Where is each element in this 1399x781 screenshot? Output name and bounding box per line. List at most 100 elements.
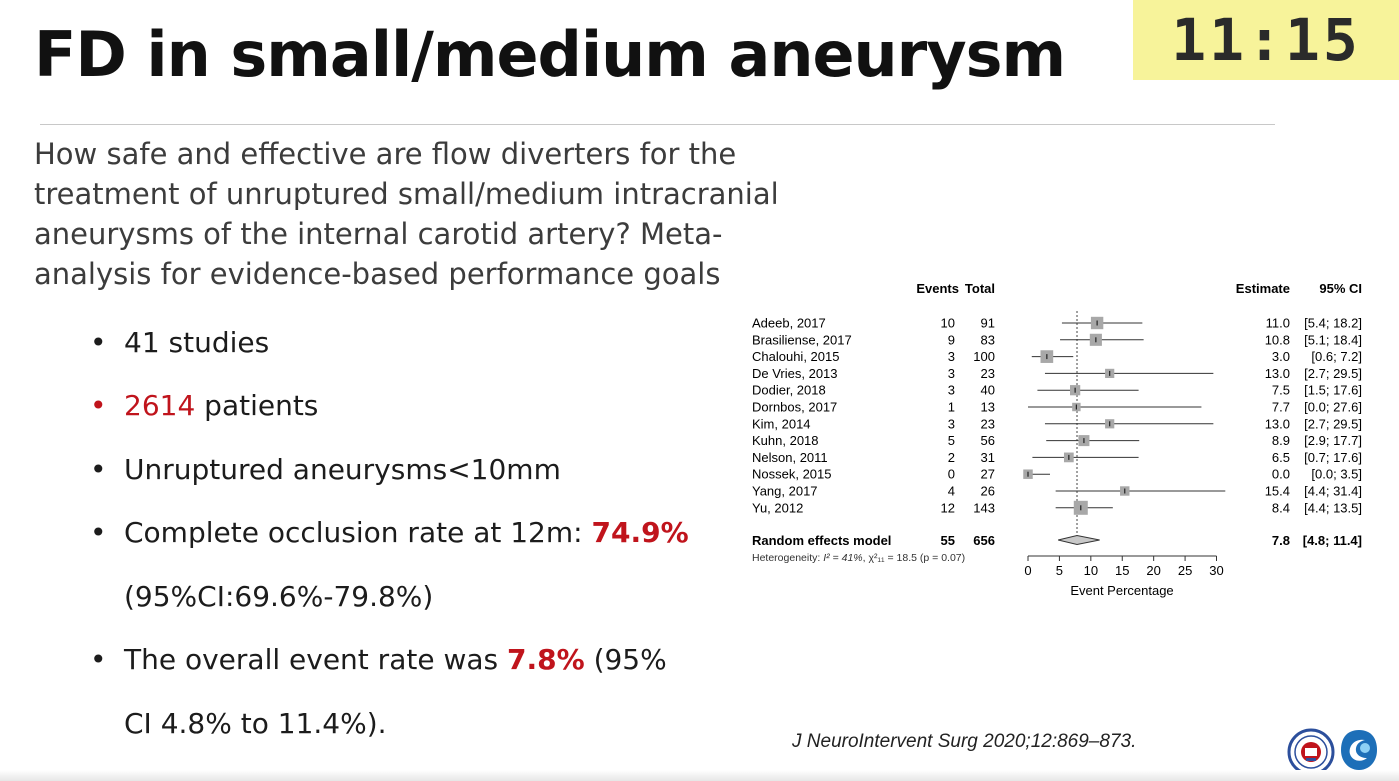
header-events: Events [916,281,959,296]
study-estimate: 10.8 [1265,332,1290,347]
pooled-diamond [1058,534,1100,546]
study-events: 3 [948,366,955,381]
study-label: Nossek, 2015 [752,467,832,482]
x-tick-label: 10 [1084,563,1098,578]
study-label: Nelson, 2011 [752,450,828,465]
patients-label: patients [195,389,319,422]
study-events: 4 [948,484,955,499]
study-label: Yang, 2017 [752,484,818,499]
event-label: The overall event rate was [124,643,508,676]
bullet-marker: • [90,516,107,549]
study-total: 31 [981,450,995,465]
forest-plot: Events Total Estimate 95% CI Adeeb, 2017… [752,281,1362,598]
study-total: 91 [981,316,995,331]
study-label: Kim, 2014 [752,416,811,431]
bullet-text: Unruptured aneurysms<10mm [124,453,561,486]
x-tick-label: 20 [1146,563,1160,578]
forest-rows: Adeeb, 2017 10 91 11.0 [5.4; 18.2]Brasiliens… [752,311,1362,546]
study-estimate: 6.5 [1272,450,1290,465]
pooled-label: Random effects model [752,533,891,548]
event-ci: CI 4.8% to 11.4%). [124,707,387,740]
header-estimate: Estimate [1236,281,1290,296]
study-ci: [0.0; 27.6] [1304,400,1362,415]
study-events: 12 [941,500,955,515]
study-ci: [0.0; 3.5] [1311,467,1362,482]
study-ci: [5.1; 18.4] [1304,332,1362,347]
study-events: 3 [948,349,955,364]
study-events: 2 [948,450,955,465]
study-estimate: 3.0 [1272,349,1290,364]
study-label: Chalouhi, 2015 [752,349,839,364]
x-tick-label: 5 [1056,563,1063,578]
pooled-total: 656 [973,533,995,548]
study-events: 3 [948,383,955,398]
study-label: Adeeb, 2017 [752,316,826,331]
study-total: 27 [981,467,995,482]
occlusion-label: Complete occlusion rate at 12m: [124,516,592,549]
study-estimate: 8.9 [1272,433,1290,448]
pooled-estimate: 7.8 [1272,533,1290,548]
hospital-logo [1341,730,1377,770]
bullet-marker: • [90,453,107,486]
study-question: How safe and effective are flow diverter… [34,137,779,291]
study-estimate: 7.7 [1272,400,1290,415]
study-estimate: 8.4 [1272,500,1290,515]
study-label: Kuhn, 2018 [752,433,819,448]
header-total: Total [965,281,995,296]
event-value: 7.8% [507,643,585,676]
bullet-text: 41 studies [124,326,270,359]
pooled-row: Random effects model 55 656 7.8 [4.8; 11… [752,533,1362,548]
study-estimate: 13.0 [1265,416,1290,431]
study-ci: [4.4; 31.4] [1304,484,1362,499]
study-label: Yu, 2012 [752,500,803,515]
study-total: 13 [981,400,995,415]
slide-title: FD in small/medium aneurysm [34,18,1066,91]
timer-display: 11:15 [1171,6,1361,74]
study-label: Dornbos, 2017 [752,400,837,415]
study-ci: [2.9; 17.7] [1304,433,1362,448]
study-ci: [2.7; 29.5] [1304,366,1362,381]
study-events: 10 [941,316,955,331]
study-estimate: 0.0 [1272,467,1290,482]
study-label: Brasiliense, 2017 [752,332,852,347]
study-total: 23 [981,416,995,431]
study-ci: [0.7; 17.6] [1304,450,1362,465]
study-total: 83 [981,332,995,347]
study-total: 26 [981,484,995,499]
x-tick-label: 30 [1209,563,1223,578]
x-tick-label: 15 [1115,563,1129,578]
title-divider [40,124,1275,125]
study-total: 143 [973,500,995,515]
bullet-marker: • [90,389,107,422]
study-estimate: 13.0 [1265,366,1290,381]
x-tick-label: 25 [1178,563,1192,578]
timer-box: 11:15 [1133,0,1399,80]
study-events: 0 [948,467,955,482]
study-ci: [1.5; 17.6] [1304,383,1362,398]
study-label: De Vries, 2013 [752,366,838,381]
x-axis-label: Event Percentage [1070,583,1173,598]
study-label: Dodier, 2018 [752,383,826,398]
study-ci: [4.4; 13.5] [1304,500,1362,515]
bullet-marker: • [90,326,107,359]
study-events: 9 [948,332,955,347]
study-ci: [0.6; 7.2] [1311,349,1362,364]
bullet-marker: • [90,643,107,676]
university-seal-logo [1287,728,1335,776]
study-events: 3 [948,416,955,431]
study-ci: [5.4; 18.2] [1304,316,1362,331]
patients-count: 2614 [124,389,196,422]
bottom-bar [0,770,1399,781]
x-tick-label: 0 [1024,563,1031,578]
pooled-events: 55 [941,533,955,548]
study-total: 56 [981,433,995,448]
study-total: 40 [981,383,995,398]
event-tail: (95% [584,643,667,676]
study-events: 1 [948,400,955,415]
header-ci: 95% CI [1319,281,1362,296]
x-axis: 0 5 10 15 20 25 30 [1024,555,1224,578]
study-total: 23 [981,366,995,381]
citation: J NeuroIntervent Surg 2020;12:869–873. [792,731,1137,752]
study-estimate: 15.4 [1265,484,1290,499]
study-total: 100 [973,349,995,364]
